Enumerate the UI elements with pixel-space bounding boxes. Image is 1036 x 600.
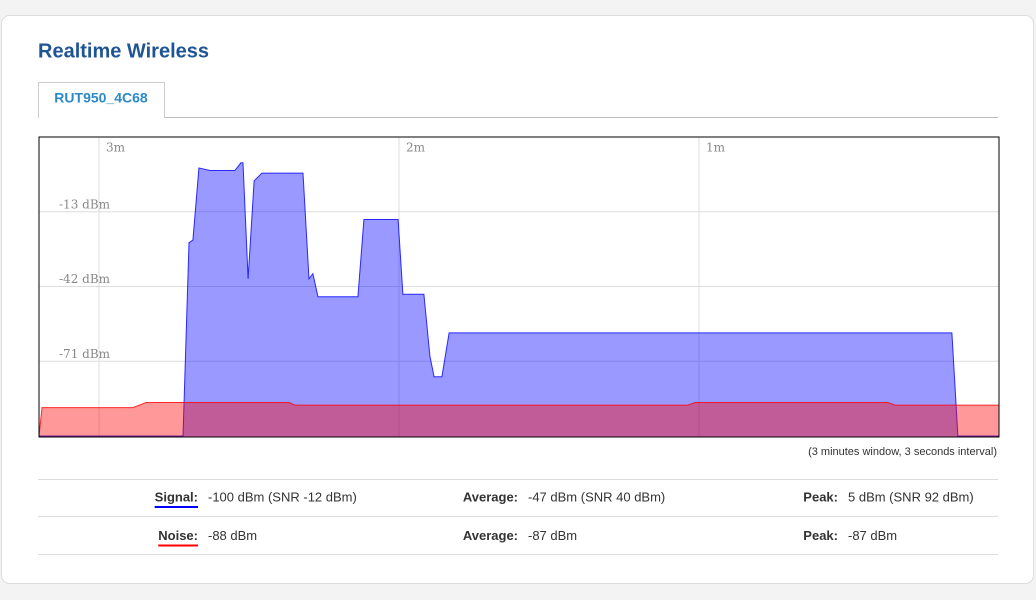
average-value: -87 dBm — [528, 528, 577, 543]
average-label: Average: — [463, 528, 518, 543]
stats: Signal: -100 dBm (SNR -12 dBm) Average: -47… — [38, 479, 998, 555]
x-tick-label: 2m — [406, 141, 426, 155]
y-tick-label: -42 dBm — [59, 272, 111, 286]
series-area — [39, 402, 999, 437]
average-label: Average: — [463, 489, 518, 504]
tab-gap — [39, 115, 164, 119]
tab[interactable] — [38, 82, 165, 119]
x-tick-label: 3m — [106, 141, 126, 155]
average-value: -47 dBm (SNR 40 dBm) — [528, 489, 665, 504]
current-value: -100 dBm (SNR -12 dBm) — [208, 489, 357, 504]
current-value: -88 dBm — [208, 528, 257, 543]
peak-label: Peak: — [803, 528, 838, 543]
series-line — [39, 162, 999, 437]
series-line — [38, 401, 999, 437]
tab-label[interactable]: RUT950_4C68 — [54, 90, 148, 106]
page-title: Realtime Wireless — [38, 40, 209, 62]
legend-label: Signal: — [155, 489, 198, 504]
peak-value: -87 dBm — [848, 528, 897, 543]
x-tick-label: 1m — [706, 141, 726, 155]
card — [1, 15, 1034, 584]
chart-note: (3 minutes window, 3 seconds interval) — [808, 446, 997, 458]
series-area — [39, 162, 999, 437]
legend-label: Noise: — [158, 528, 198, 543]
y-tick-label: -71 dBm — [59, 347, 111, 361]
peak-value: 5 dBm (SNR 92 dBm) — [848, 489, 974, 504]
peak-label: Peak: — [803, 489, 838, 504]
plot: 3m 2m 1m -13 dBm -42 dBm -71 dBm — [38, 137, 999, 437]
plot-frame — [38, 136, 1000, 438]
y-tick-label: -13 dBm — [59, 197, 111, 211]
